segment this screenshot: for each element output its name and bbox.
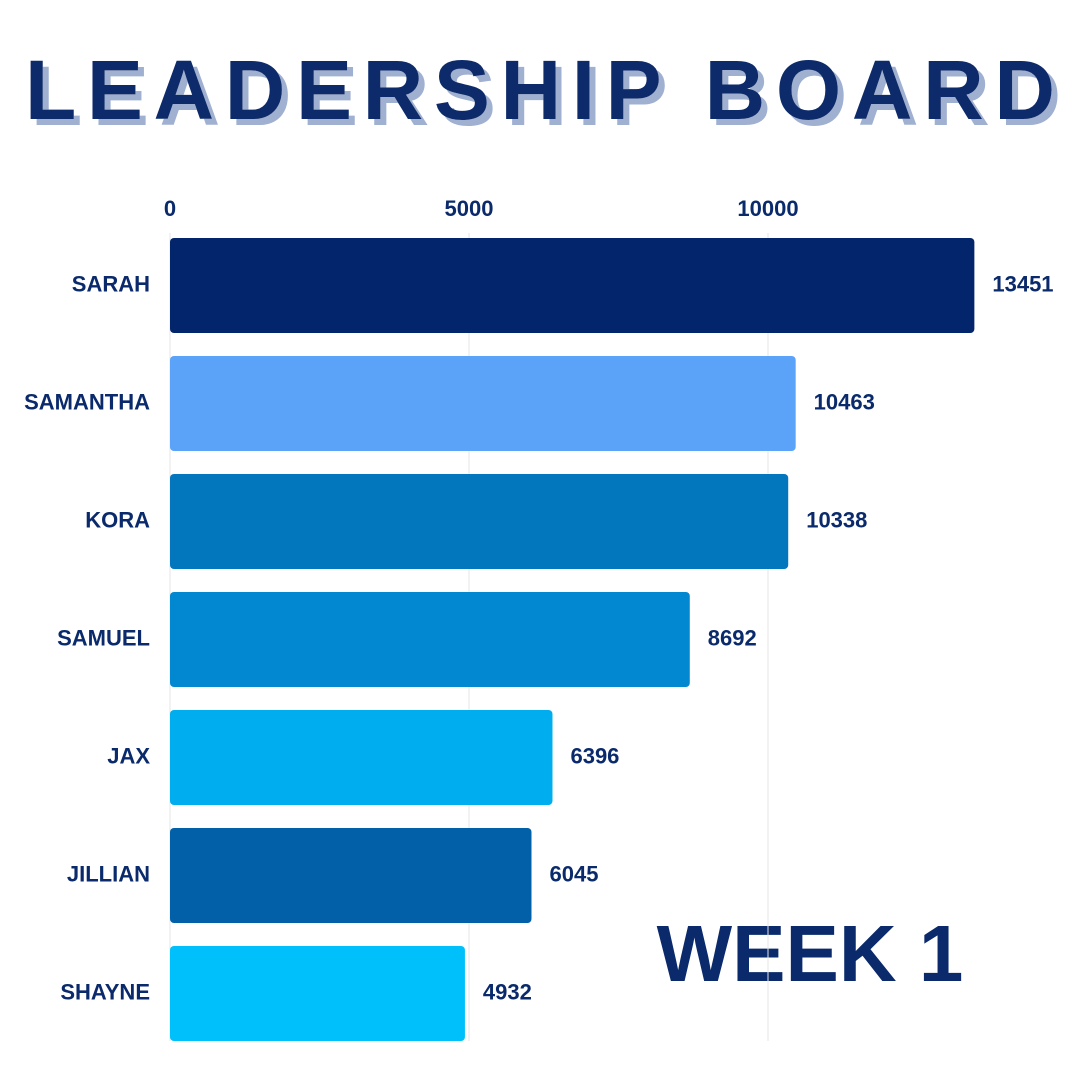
- y-tick-label: KORA: [85, 507, 150, 532]
- y-tick-label: JILLIAN: [67, 861, 150, 886]
- chart-title: LEADERSHIP BOARD: [25, 43, 1055, 137]
- y-tick-label: SAMANTHA: [24, 389, 150, 414]
- y-tick-label: SAMUEL: [57, 625, 150, 650]
- bar: [170, 828, 532, 923]
- value-label: 6045: [549, 861, 598, 886]
- x-tick-label: 5000: [445, 196, 494, 221]
- value-label: 13451: [992, 271, 1053, 296]
- value-label: 4932: [483, 979, 532, 1004]
- annotation: WEEK 1: [657, 909, 964, 998]
- value-label: 6396: [570, 743, 619, 768]
- x-tick-label: 0: [164, 196, 176, 221]
- value-label: 10338: [806, 507, 867, 532]
- value-label: 8692: [708, 625, 757, 650]
- y-tick-label: JAX: [107, 743, 150, 768]
- x-tick-label: 10000: [737, 196, 798, 221]
- bar: [170, 356, 796, 451]
- bar: [170, 946, 465, 1041]
- bar: [170, 474, 789, 569]
- bar: [170, 592, 690, 687]
- value-label: 10463: [814, 389, 875, 414]
- y-tick-label: SHAYNE: [60, 979, 150, 1004]
- bar: [170, 710, 553, 805]
- bar: [170, 238, 975, 333]
- y-tick-label: SARAH: [72, 271, 150, 296]
